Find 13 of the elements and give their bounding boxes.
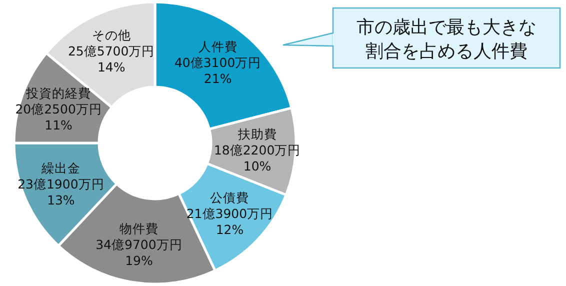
- data-label: 18億2200万円 10%: [214, 142, 301, 174]
- slice-label: 公債費: [210, 190, 250, 206]
- text: 市の歳出で最も大きな: [356, 17, 536, 38]
- data-label: 40億3100万円 21%: [174, 55, 262, 86]
- slice-label: 物件費: [119, 221, 158, 236]
- slice-label: 人件費: [198, 39, 238, 54]
- data-label: 34億9700万円 19%: [96, 237, 182, 268]
- slice-label: 扶助費: [236, 126, 277, 142]
- text: 割合を占める人件費: [366, 41, 528, 62]
- slice-label: 投資的経費: [25, 85, 92, 100]
- slice-label: その他: [92, 27, 131, 42]
- data-label: 25億5700万円 14%: [68, 43, 155, 74]
- slice-label: 繰出金: [40, 160, 80, 176]
